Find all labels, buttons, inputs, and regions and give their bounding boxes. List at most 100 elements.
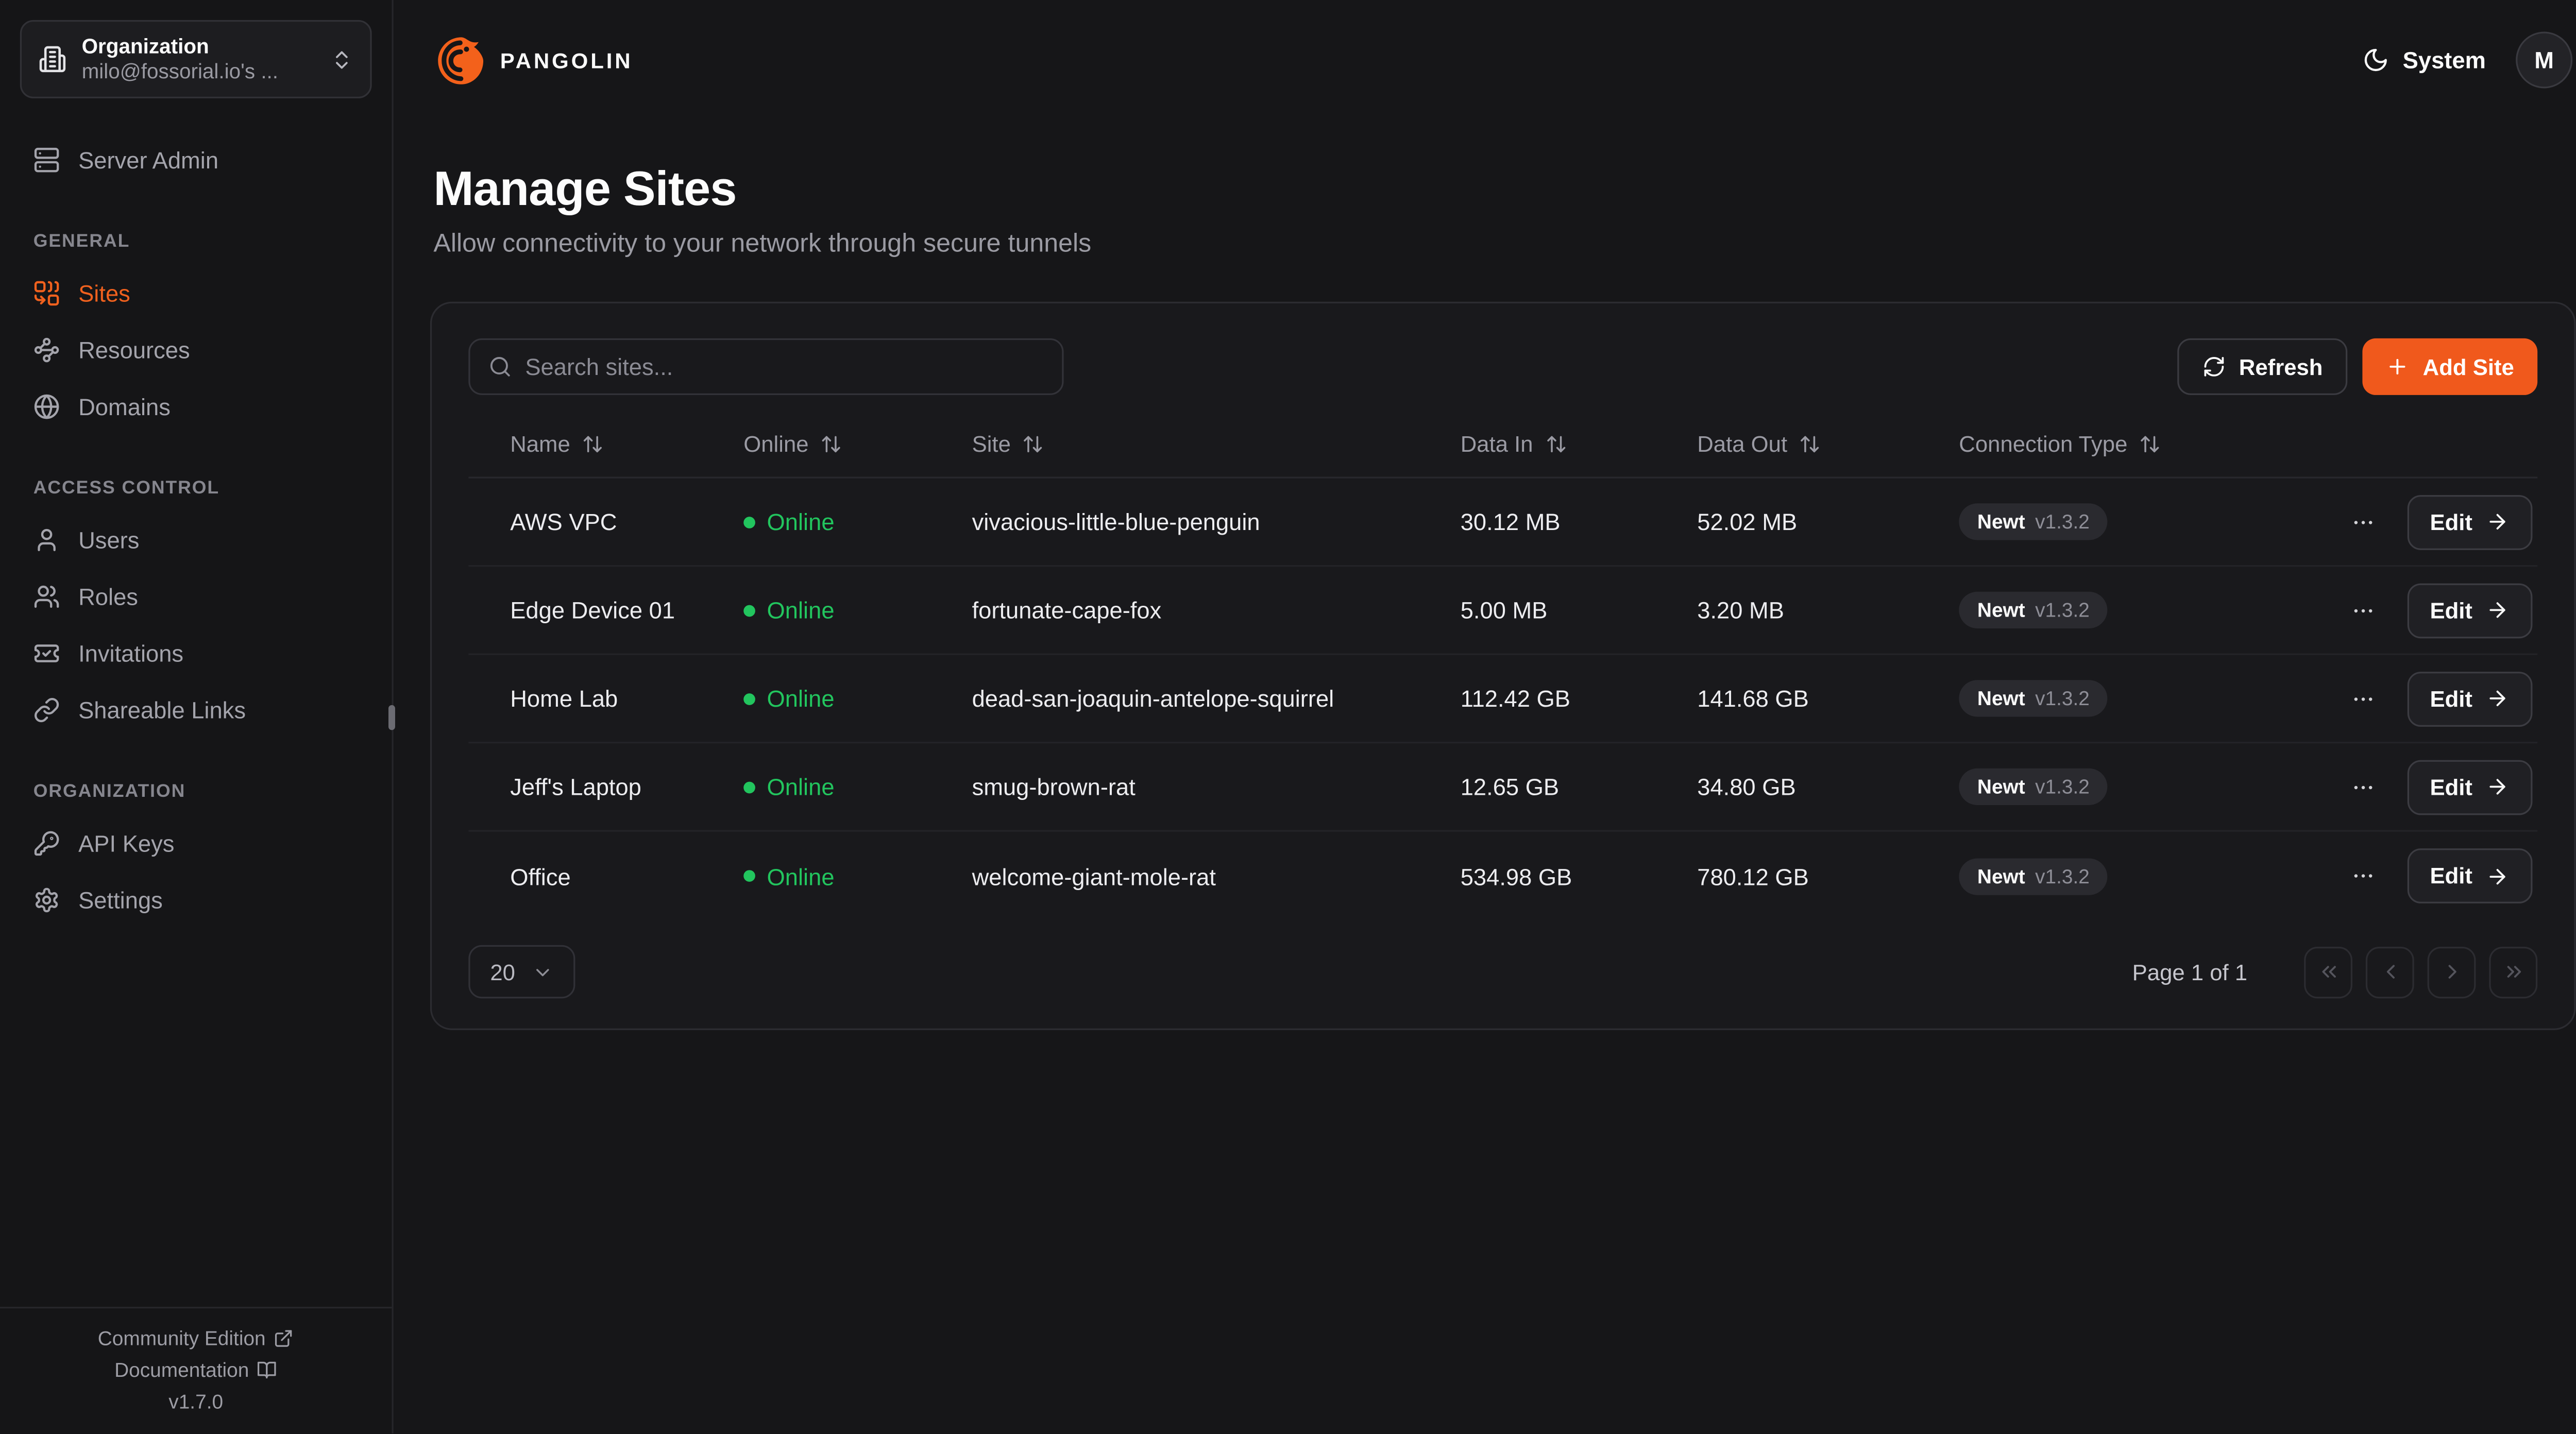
first-page-button[interactable] bbox=[2304, 946, 2352, 998]
column-header-name[interactable]: Name bbox=[510, 432, 743, 457]
row-actions: Edit bbox=[2276, 671, 2533, 726]
site-tunnel-cell: fortunate-cape-fox bbox=[972, 596, 1162, 624]
edit-button[interactable]: Edit bbox=[2406, 671, 2533, 726]
version-label: v1.7.0 bbox=[168, 1390, 224, 1414]
page-status: Page 1 of 1 bbox=[2132, 959, 2248, 984]
row-menu-button[interactable] bbox=[2343, 767, 2383, 807]
chevron-down-icon bbox=[532, 961, 553, 983]
documentation-link[interactable]: Documentation bbox=[114, 1358, 277, 1382]
arrow-right-icon bbox=[2486, 864, 2509, 887]
connection-type-badge: Newt v1.3.2 bbox=[1959, 503, 2108, 540]
site-status-cell: Online bbox=[743, 774, 972, 800]
topbar: PANGOLIN System M bbox=[394, 0, 2576, 120]
sidebar-item-label: Server Admin bbox=[78, 146, 219, 174]
sort-icon bbox=[820, 433, 842, 455]
connection-type-version: v1.3.2 bbox=[2035, 598, 2090, 622]
site-tunnel-cell: vivacious-little-blue-penguin bbox=[972, 508, 1260, 535]
column-header-label: Data In bbox=[1460, 432, 1533, 457]
sidebar-item-settings[interactable]: Settings bbox=[20, 872, 372, 928]
sidebar-item-domains[interactable]: Domains bbox=[20, 379, 372, 435]
combine-icon bbox=[33, 280, 60, 307]
ellipsis-icon bbox=[2351, 509, 2376, 535]
search-input[interactable] bbox=[525, 353, 1044, 380]
previous-page-button[interactable] bbox=[2365, 946, 2414, 998]
row-actions: Edit bbox=[2276, 494, 2533, 550]
avatar[interactable]: M bbox=[2516, 31, 2573, 89]
column-header-data-in[interactable]: Data In bbox=[1461, 432, 1698, 457]
row-menu-button[interactable] bbox=[2343, 590, 2383, 630]
link-icon bbox=[33, 697, 60, 724]
sidebar-item-resources[interactable]: Resources bbox=[20, 322, 372, 379]
sidebar-item-label: Roles bbox=[78, 583, 138, 610]
sidebar-item-server-admin[interactable]: Server Admin bbox=[20, 132, 372, 189]
sidebar-item-shareable-links[interactable]: Shareable Links bbox=[20, 682, 372, 739]
brand-name: PANGOLIN bbox=[500, 47, 633, 73]
edit-button[interactable]: Edit bbox=[2406, 759, 2533, 814]
brand[interactable]: PANGOLIN bbox=[433, 32, 633, 88]
next-page-button[interactable] bbox=[2427, 946, 2476, 998]
sidebar-item-roles[interactable]: Roles bbox=[20, 568, 372, 625]
data-out-cell: 34.80 GB bbox=[1697, 773, 1796, 800]
sort-icon bbox=[1023, 433, 1044, 455]
add-site-button[interactable]: Add Site bbox=[2363, 338, 2538, 395]
site-tunnel-cell: welcome-giant-mole-rat bbox=[972, 862, 1216, 890]
column-header-connection-type[interactable]: Connection Type bbox=[1959, 432, 2276, 457]
site-status-cell: Online bbox=[743, 685, 972, 712]
community-edition-link[interactable]: Community Edition bbox=[98, 1327, 294, 1350]
connection-type-version: v1.3.2 bbox=[2035, 510, 2090, 534]
edit-button[interactable]: Edit bbox=[2406, 582, 2533, 638]
sort-icon bbox=[1799, 433, 1821, 455]
connection-type-name: Newt bbox=[1977, 687, 2025, 710]
search-box[interactable] bbox=[468, 338, 1064, 395]
sidebar-item-label: API Keys bbox=[78, 830, 175, 857]
refresh-button[interactable]: Refresh bbox=[2177, 338, 2348, 395]
edit-button[interactable]: Edit bbox=[2406, 848, 2533, 903]
data-out-cell: 3.20 MB bbox=[1697, 596, 1784, 624]
online-status-dot bbox=[743, 604, 755, 616]
column-header-site[interactable]: Site bbox=[972, 432, 1461, 457]
sidebar-item-label: Shareable Links bbox=[78, 696, 246, 724]
connection-type-badge: Newt v1.3.2 bbox=[1959, 768, 2108, 805]
connection-type-cell: Newt v1.3.2 bbox=[1959, 591, 2276, 628]
edit-button[interactable]: Edit bbox=[2406, 494, 2533, 550]
connection-type-cell: Newt v1.3.2 bbox=[1959, 768, 2276, 805]
connection-type-name: Newt bbox=[1977, 598, 2025, 622]
sidebar-item-label: Sites bbox=[78, 280, 130, 307]
globe-icon bbox=[33, 394, 60, 420]
data-in-cell: 5.00 MB bbox=[1460, 596, 1548, 624]
sites-table: Name Online Site Data In Data Out Connection … bbox=[468, 412, 2538, 920]
sidebar-resize-handle[interactable] bbox=[388, 705, 395, 730]
add-site-button-label: Add Site bbox=[2422, 354, 2514, 380]
chevron-right-icon bbox=[2440, 960, 2463, 983]
column-header-online[interactable]: Online bbox=[743, 432, 972, 457]
sort-icon bbox=[1545, 433, 1566, 455]
row-menu-button[interactable] bbox=[2343, 678, 2383, 719]
waypoints-icon bbox=[33, 337, 60, 364]
sidebar-item-label: Settings bbox=[78, 886, 163, 914]
sort-icon bbox=[2139, 433, 2161, 455]
edit-button-label: Edit bbox=[2430, 863, 2472, 889]
plus-icon bbox=[2386, 355, 2409, 378]
org-selector[interactable]: Organization milo@fossorial.io's ... bbox=[20, 20, 372, 98]
table-body: AWS VPC Online vivacious-little-blue-pengu… bbox=[468, 479, 2538, 920]
connection-type-version: v1.3.2 bbox=[2035, 775, 2090, 799]
row-menu-button[interactable] bbox=[2343, 502, 2383, 542]
sidebar-item-users[interactable]: Users bbox=[20, 511, 372, 568]
online-status-dot bbox=[743, 692, 755, 705]
online-status-label: Online bbox=[767, 862, 835, 890]
sidebar-item-invitations[interactable]: Invitations bbox=[20, 625, 372, 682]
theme-toggle[interactable]: System bbox=[2363, 47, 2486, 73]
sidebar-item-label: Resources bbox=[78, 336, 190, 364]
column-header-data-out[interactable]: Data Out bbox=[1697, 432, 1959, 457]
sidebar-item-api-keys[interactable]: API Keys bbox=[20, 815, 372, 872]
row-actions: Edit bbox=[2276, 848, 2533, 903]
sites-card: Refresh Add Site Name Online Site Data In Da… bbox=[430, 301, 2576, 1030]
ticket-check-icon bbox=[33, 640, 60, 667]
page-size-select[interactable]: 20 bbox=[468, 945, 575, 999]
sidebar-footer: Community Edition Documentation v1.7.0 bbox=[0, 1307, 392, 1433]
last-page-button[interactable] bbox=[2489, 946, 2538, 998]
row-menu-button[interactable] bbox=[2343, 856, 2383, 896]
nav-section-label-general: GENERAL bbox=[33, 231, 130, 252]
sidebar-item-sites[interactable]: Sites bbox=[20, 265, 372, 322]
